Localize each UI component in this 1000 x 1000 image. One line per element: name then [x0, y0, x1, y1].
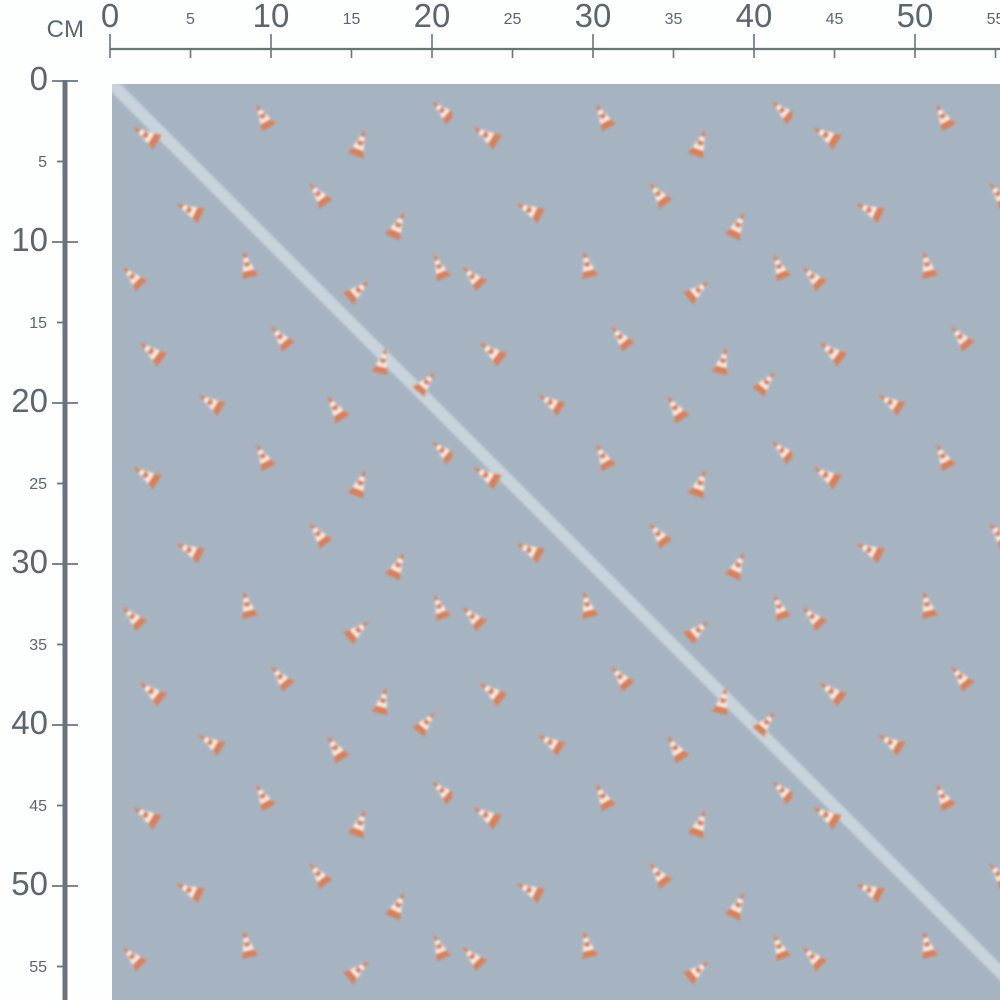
- svg-text:15: 15: [343, 11, 361, 28]
- svg-text:35: 35: [29, 637, 47, 654]
- svg-text:10: 10: [253, 0, 290, 34]
- svg-text:40: 40: [736, 0, 773, 34]
- svg-text:55: 55: [987, 11, 1000, 28]
- svg-text:35: 35: [665, 11, 683, 28]
- svg-text:45: 45: [826, 11, 844, 28]
- svg-text:30: 30: [11, 543, 48, 580]
- svg-text:0: 0: [30, 60, 48, 97]
- svg-text:0: 0: [101, 0, 119, 34]
- svg-text:25: 25: [29, 476, 47, 493]
- svg-text:25: 25: [504, 11, 522, 28]
- svg-text:20: 20: [414, 0, 451, 34]
- svg-text:5: 5: [38, 154, 47, 171]
- svg-text:CM: CM: [47, 16, 84, 43]
- svg-text:10: 10: [11, 221, 48, 258]
- svg-text:5: 5: [186, 11, 195, 28]
- svg-text:30: 30: [575, 0, 612, 34]
- svg-text:50: 50: [11, 865, 48, 902]
- svg-text:20: 20: [11, 382, 48, 419]
- svg-text:45: 45: [29, 798, 47, 815]
- svg-text:55: 55: [29, 959, 47, 976]
- svg-text:40: 40: [11, 704, 48, 741]
- svg-text:50: 50: [897, 0, 934, 34]
- svg-text:15: 15: [29, 315, 47, 332]
